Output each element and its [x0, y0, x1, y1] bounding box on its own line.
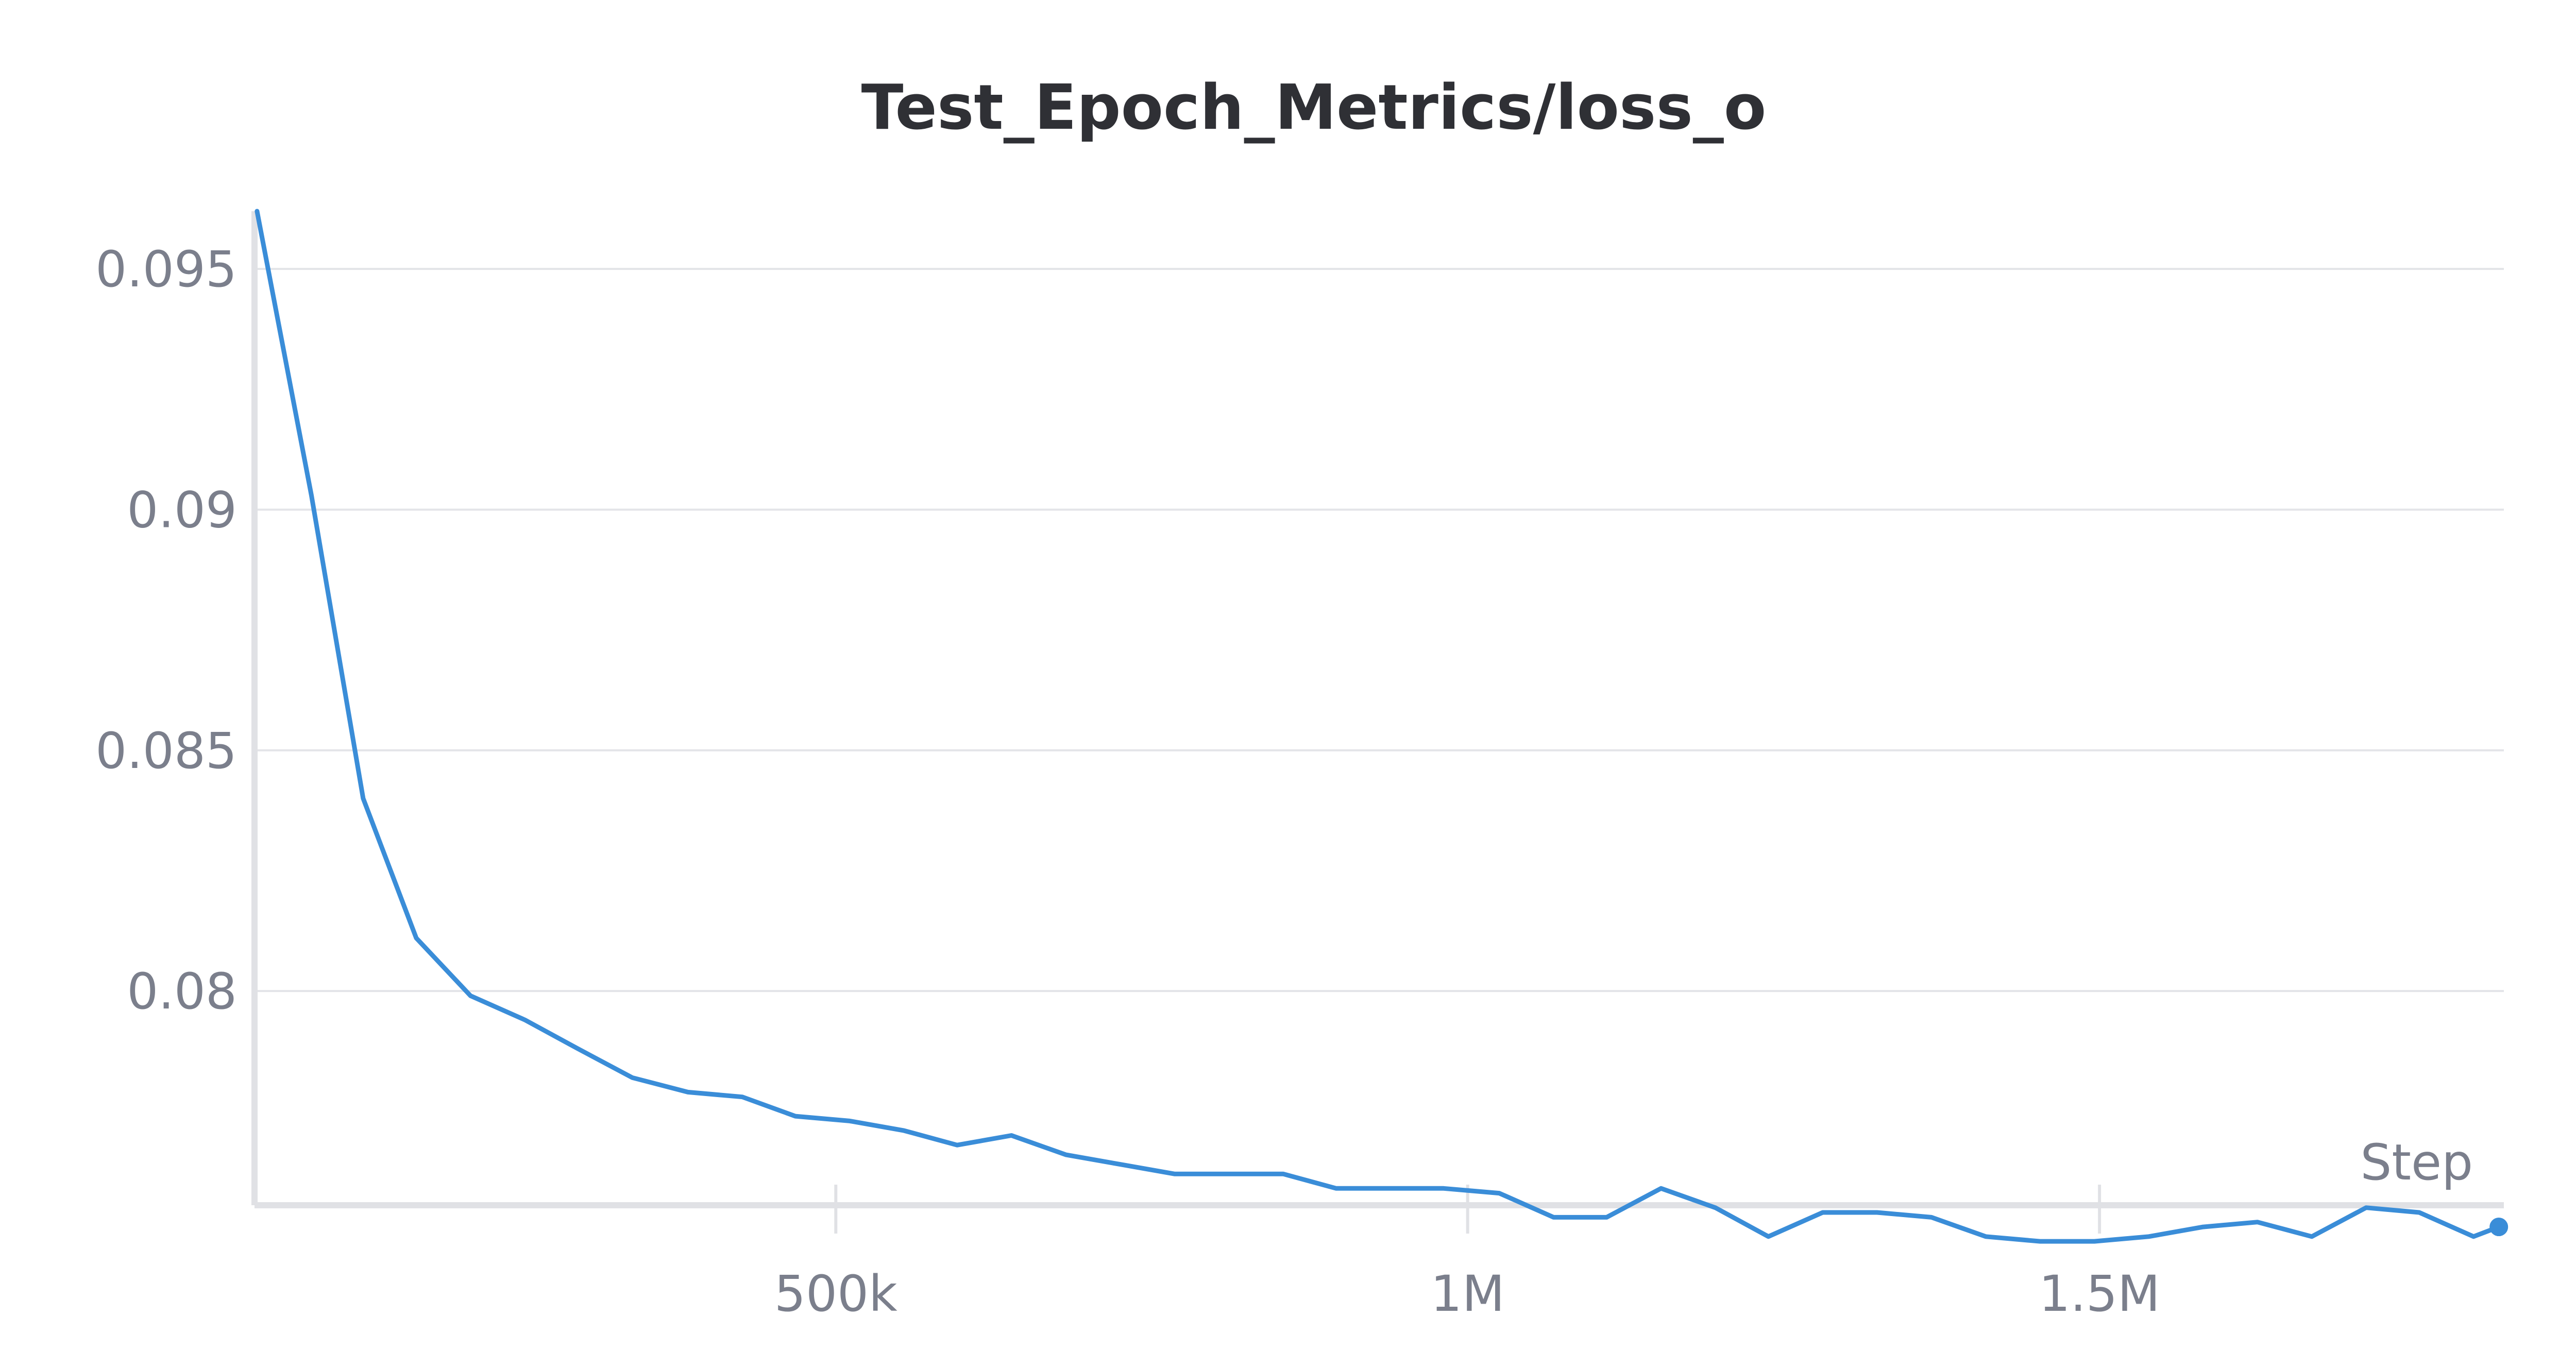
series	[255, 209, 2509, 1244]
x-ticks: 500k 1M 1.5M	[774, 1185, 2160, 1323]
chart-title: Test_Epoch_Metrics/loss_o	[861, 72, 1767, 144]
grid	[255, 268, 2504, 993]
y-tick-label: 0.09	[127, 481, 237, 539]
x-tick-label: 1M	[1431, 1265, 1505, 1323]
x-tick-label: 500k	[774, 1265, 897, 1323]
y-tick-label: 0.085	[95, 722, 237, 780]
y-tick-label: 0.095	[95, 241, 237, 298]
series-end-point	[2489, 1218, 2509, 1237]
x-tick-label: 1.5M	[2039, 1265, 2160, 1323]
x-axis-label: Step	[2360, 1134, 2473, 1191]
y-tick-label: 0.08	[127, 963, 237, 1020]
y-ticks: 0.095 0.09 0.085 0.08	[95, 241, 237, 1020]
axes	[251, 211, 2504, 1208]
series-line	[255, 209, 2501, 1244]
